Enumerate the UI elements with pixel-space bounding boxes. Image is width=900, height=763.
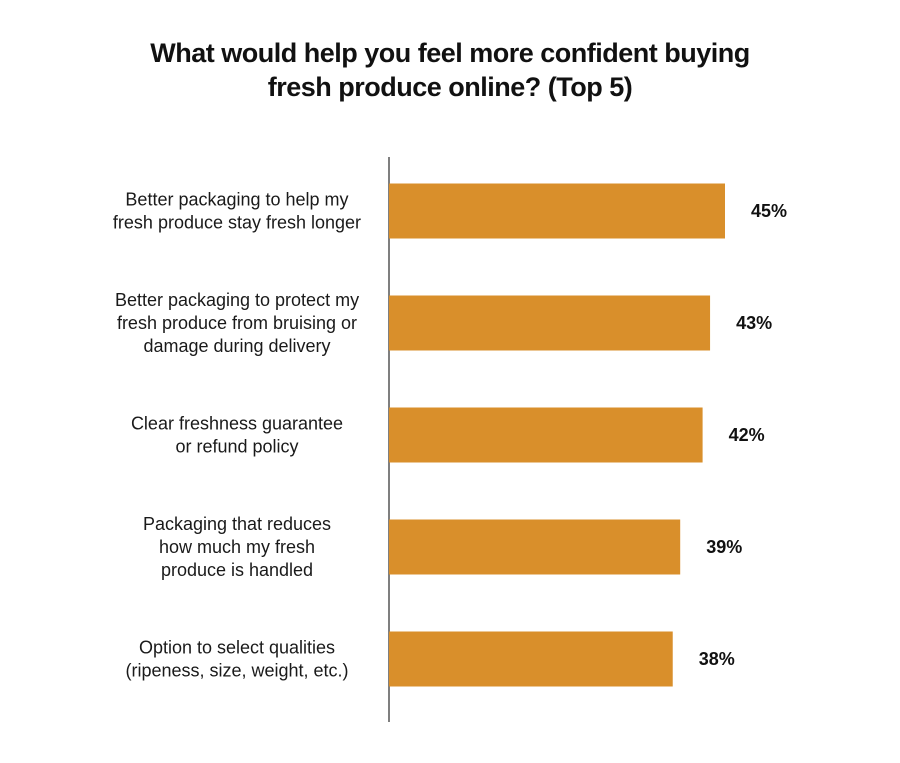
value-label-1: 45%: [751, 201, 787, 221]
bar-3: [389, 407, 703, 463]
category-label-5: Option to select qualities (ripeness, siz…: [125, 638, 348, 681]
bar-2: [389, 295, 711, 351]
bars-group: [389, 183, 725, 687]
value-label-4: 39%: [706, 537, 742, 557]
category-label-3: Clear freshness guarantee or refund polic…: [131, 414, 343, 457]
bar-1: [389, 183, 725, 239]
value-label-5: 38%: [699, 649, 735, 669]
bar-4: [389, 519, 681, 575]
category-label-4: Packaging that reduces how much my fresh p…: [143, 514, 331, 580]
chart-title: What would help you feel more confident …: [150, 38, 750, 102]
category-label-1: Better packaging to help my fresh produce…: [113, 190, 361, 233]
category-labels-group: Better packaging to help my fresh produce…: [113, 190, 361, 681]
category-label-2: Better packaging to protect my fresh prod…: [115, 290, 359, 356]
value-label-2: 43%: [736, 313, 772, 333]
value-labels-group: 45% 43% 42% 39% 38%: [699, 201, 787, 669]
value-label-3: 42%: [729, 425, 765, 445]
bar-5: [389, 631, 673, 687]
